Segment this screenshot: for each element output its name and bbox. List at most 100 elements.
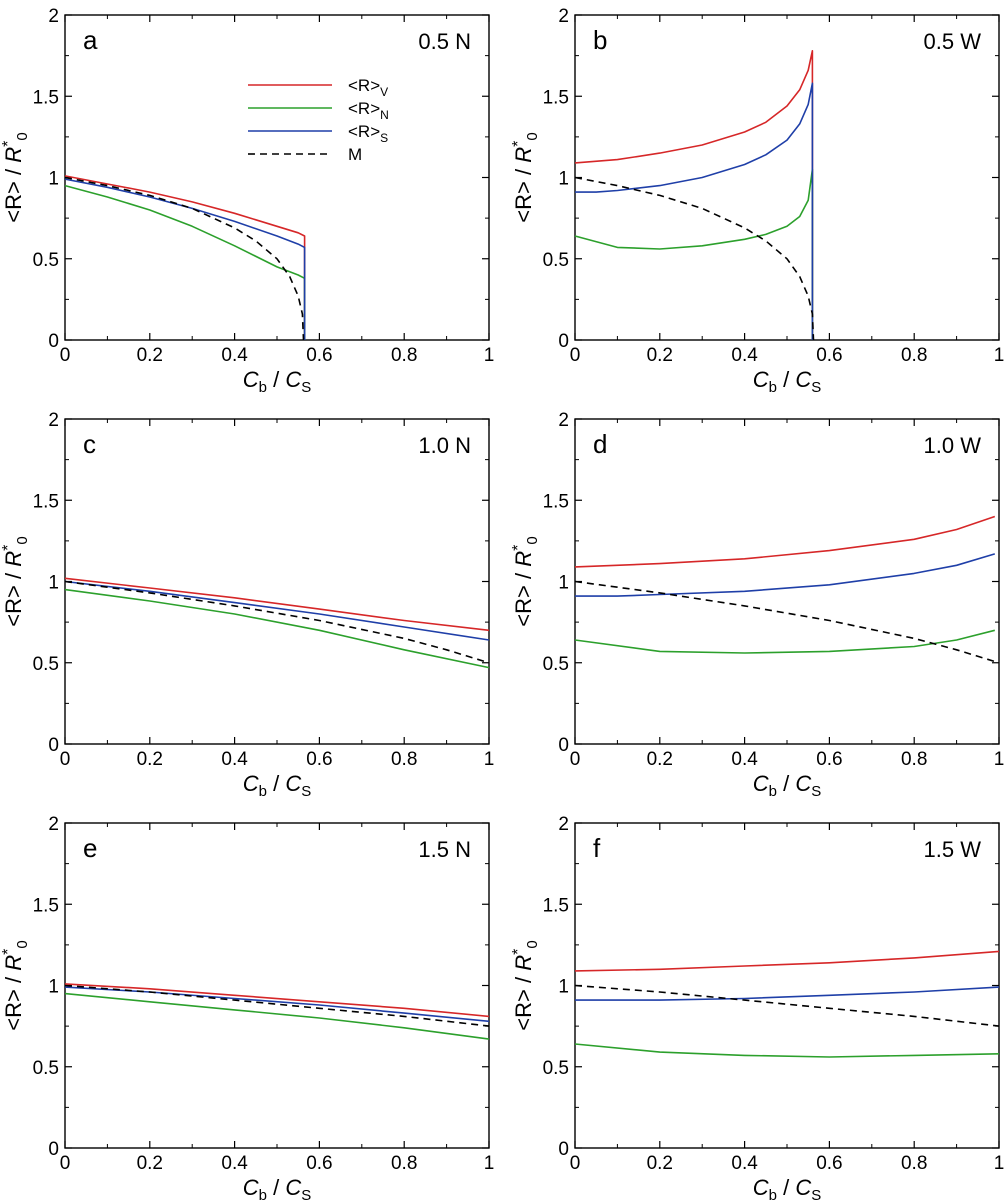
series-line-m [64, 176, 305, 341]
series-line-s [575, 82, 814, 340]
panel-tag: 1.0 N [418, 433, 471, 458]
plot-frame [64, 14, 490, 341]
plot-frame [574, 14, 1000, 341]
x-tick-label: 0.6 [306, 749, 332, 770]
y-tick-label: 0 [558, 735, 569, 756]
x-tick-label: 0 [60, 345, 71, 366]
y-tick-label: 2 [48, 814, 59, 835]
x-tick-label: 0.6 [816, 1153, 842, 1174]
x-tick-label: 0.2 [137, 1153, 163, 1174]
series-line-m [574, 580, 1000, 664]
series-line-s [64, 580, 490, 641]
x-tick-label: 0.8 [391, 749, 417, 770]
series-line-s [64, 986, 490, 1023]
y-tick-label: 2 [558, 410, 569, 431]
series-line-n [64, 588, 490, 669]
series-line-m [574, 984, 1000, 1027]
y-tick-label: 2 [558, 6, 569, 27]
series-line-m [64, 580, 490, 664]
x-axis-label: Cb / CS [753, 771, 821, 800]
series-line-v [64, 175, 306, 340]
x-axis-label: Cb / CS [243, 367, 311, 396]
x-tick-label: 0.6 [816, 345, 842, 366]
series-line-n [574, 1043, 1000, 1058]
y-tick-label: 0 [558, 1139, 569, 1160]
series-line-v [574, 515, 996, 568]
x-tick-label: 0.2 [137, 345, 163, 366]
y-tick-label: 1 [558, 977, 569, 998]
panel-a: 0 0.2 0.4 0.6 0.8 1 0 0.5 1 1.5 2 a 0.5 N Cb / CS <R> … [0, 6, 494, 396]
y-axis-label: <R> / R*0 [510, 536, 541, 626]
series-line-v [574, 50, 814, 340]
panel-d: 0 0.2 0.4 0.6 0.8 1 0 0.5 1 1.5 2 d 1.0 W Cb / CS <R> … [510, 410, 1004, 800]
y-tick-label: 1.5 [543, 87, 569, 108]
panel-letter: c [83, 429, 96, 459]
y-tick-label: 0 [558, 331, 569, 352]
panel-tag: 1.0 W [924, 433, 982, 458]
series-line-n [574, 629, 995, 654]
panel-f: 0 0.2 0.4 0.6 0.8 1 0 0.5 1 1.5 2 f 1.5 W Cb / CS <R> … [510, 814, 1004, 1200]
x-tick-label: 0.4 [731, 345, 758, 366]
x-tick-label: 0.4 [731, 749, 758, 770]
y-tick-label: 1.5 [543, 491, 569, 512]
panel-tag: 1.5 W [924, 837, 982, 862]
x-axis-label: Cb / CS [753, 367, 821, 396]
legend-label-v: <R>V [348, 76, 388, 99]
y-tick-label: 0.5 [543, 654, 569, 675]
x-tick-label: 0.8 [901, 1153, 927, 1174]
x-tick-label: 1 [484, 1153, 495, 1174]
y-tick-label: 1.5 [33, 87, 59, 108]
y-axis-label: <R> / R*0 [510, 132, 541, 222]
x-tick-label: 0.8 [901, 749, 927, 770]
y-tick-label: 2 [558, 814, 569, 835]
y-tick-label: 1.5 [33, 491, 59, 512]
x-tick-label: 0.2 [647, 345, 673, 366]
y-axis-label: <R> / R*0 [0, 536, 31, 626]
y-tick-label: 1 [48, 169, 59, 190]
x-tick-label: 0.4 [221, 1153, 248, 1174]
panel-b: 0 0.2 0.4 0.6 0.8 1 0 0.5 1 1.5 2 b 0.5 W Cb / CS <R> … [510, 6, 1004, 396]
y-tick-label: 1.5 [543, 895, 569, 916]
series-line-m [64, 984, 490, 1027]
x-tick-label: 0.2 [137, 749, 163, 770]
x-tick-label: 0.2 [647, 1153, 673, 1174]
y-tick-label: 1 [558, 573, 569, 594]
y-tick-label: 0.5 [33, 654, 59, 675]
y-axis-label: <R> / R*0 [510, 940, 541, 1030]
x-tick-label: 0.2 [647, 749, 673, 770]
series-line-v [64, 983, 490, 1018]
y-tick-label: 0.5 [543, 1058, 569, 1079]
x-axis-label: Cb / CS [243, 1175, 311, 1200]
y-tick-label: 1 [558, 169, 569, 190]
x-axis-label: Cb / CS [753, 1175, 821, 1200]
series-line-s [575, 553, 996, 597]
series-line-v [64, 577, 490, 632]
y-tick-label: 2 [48, 6, 59, 27]
x-tick-label: 0.4 [731, 1153, 758, 1174]
x-tick-label: 0 [60, 749, 71, 770]
x-tick-label: 1 [484, 345, 495, 366]
y-axis-label: <R> / R*0 [0, 132, 31, 222]
series-line-v [574, 950, 1000, 972]
y-axis-label: <R> / R*0 [0, 940, 31, 1030]
panel-tag: 1.5 N [418, 837, 471, 862]
x-tick-label: 0 [60, 1153, 71, 1174]
y-tick-label: 0.5 [543, 250, 569, 271]
x-tick-label: 0.8 [901, 345, 927, 366]
plot-frame [64, 418, 490, 745]
x-axis-label: Cb / CS [243, 771, 311, 800]
x-tick-label: 0 [570, 749, 581, 770]
series-line-s [575, 986, 1000, 1001]
series-line-n [574, 168, 814, 340]
legend-label-m: M [348, 145, 362, 164]
legend-label-n: <R>N [348, 99, 389, 122]
y-tick-label: 2 [48, 410, 59, 431]
panel-letter: a [83, 25, 98, 55]
x-tick-label: 0 [570, 345, 581, 366]
y-tick-label: 0 [48, 735, 59, 756]
panel-letter: b [593, 25, 607, 55]
x-tick-label: 0.8 [391, 1153, 417, 1174]
panel-tag: 0.5 W [924, 29, 982, 54]
x-tick-label: 0.4 [221, 345, 248, 366]
x-tick-label: 0.6 [306, 1153, 332, 1174]
